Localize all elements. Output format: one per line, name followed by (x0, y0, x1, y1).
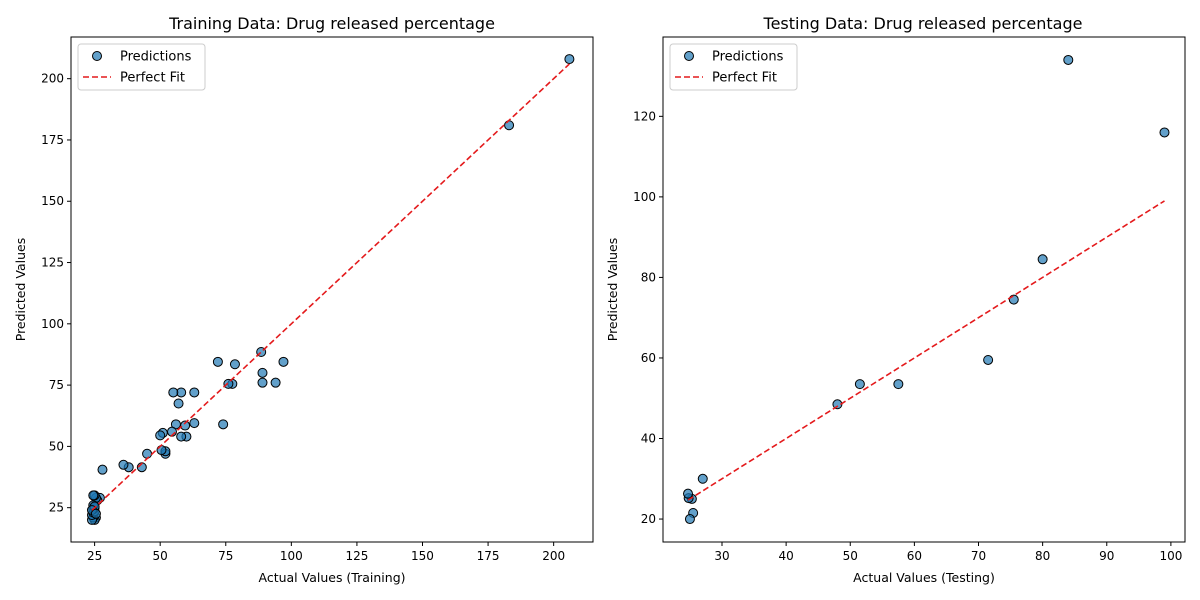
testing-x-tick-label: 100 (1159, 549, 1182, 563)
testing-legend-label: Perfect Fit (712, 71, 777, 86)
training-x-tick-label: 50 (153, 549, 168, 563)
training-legend-label: Perfect Fit (120, 71, 185, 86)
training-chart-title: Training Data: Drug released percentage (168, 14, 495, 33)
training-chart: Training Data: Drug released percentage … (13, 14, 594, 585)
training-x-label: Actual Values (Training) (258, 570, 405, 585)
training-prediction-point (97, 464, 108, 475)
training-x-tick-label: 150 (411, 549, 434, 563)
training-legend-label: Predictions (120, 50, 192, 65)
testing-chart: Testing Data: Drug released percentage 3… (605, 14, 1186, 585)
training-prediction-point (173, 398, 184, 409)
testing-legend: Predictions Perfect Fit (669, 43, 798, 91)
training-y-tick-label: 150 (41, 194, 64, 208)
testing-x-tick-label: 50 (843, 549, 858, 563)
testing-x-tick-label: 60 (907, 549, 922, 563)
training-y-tick-label: 125 (41, 256, 64, 270)
training-x-tick-label: 175 (477, 549, 500, 563)
training-y-tick-label: 200 (41, 72, 64, 86)
testing-x-tick-label: 70 (971, 549, 986, 563)
testing-x-tick-label: 80 (1035, 549, 1050, 563)
training-prediction-point (156, 445, 167, 456)
training-y-label: Predicted Values (13, 238, 28, 342)
testing-y-tick-label: 120 (633, 109, 656, 123)
testing-y-tick-label: 40 (641, 432, 656, 446)
testing-prediction-point (683, 488, 694, 499)
training-prediction-point (504, 120, 515, 131)
training-prediction-point (278, 356, 289, 367)
training-y-tick-label: 100 (41, 317, 64, 331)
training-prediction-point (270, 377, 281, 388)
training-y-tick-label: 175 (41, 133, 64, 147)
training-prediction-point (229, 359, 240, 370)
testing-y-label: Predicted Values (605, 238, 620, 342)
training-y-tick-label: 25 (49, 501, 64, 515)
testing-prediction-point (1063, 54, 1074, 65)
training-axes-frame (70, 36, 594, 543)
testing-y-tick-label: 20 (641, 512, 656, 526)
training-legend-marker-predictions (92, 51, 102, 61)
testing-x-ticks: 30 40 50 60 70 80 90 100 (714, 542, 1182, 563)
testing-prediction-point (684, 514, 695, 525)
training-y-ticks: 25 50 75 100 125 150 175 200 (41, 72, 71, 515)
testing-x-tick-label: 30 (714, 549, 729, 563)
testing-prediction-point (893, 379, 904, 390)
training-prediction-point (564, 54, 575, 65)
testing-prediction-point (697, 473, 708, 484)
training-x-tick-label: 100 (280, 549, 303, 563)
testing-axes-frame (662, 36, 1186, 543)
training-x-tick-label: 75 (218, 549, 233, 563)
training-y-tick-label: 75 (49, 378, 64, 392)
training-prediction-point (90, 508, 101, 519)
testing-prediction-point (1037, 254, 1048, 265)
training-marks (86, 54, 575, 525)
testing-prediction-point (854, 379, 865, 390)
testing-prediction-point (1008, 294, 1019, 305)
training-prediction-point (142, 448, 153, 459)
training-legend-box (77, 43, 206, 91)
training-x-ticks: 25 50 75 100 125 150 175 200 (87, 542, 565, 563)
training-prediction-point (176, 431, 187, 442)
training-x-tick-label: 125 (345, 549, 368, 563)
training-x-tick-label: 25 (87, 549, 102, 563)
testing-x-label: Actual Values (Testing) (853, 570, 995, 585)
testing-perfect-fit-line (687, 200, 1165, 501)
training-prediction-point (212, 356, 223, 367)
testing-prediction-point (983, 354, 994, 365)
training-x-tick-label: 200 (542, 549, 565, 563)
training-prediction-point (168, 387, 179, 398)
testing-prediction-point (1159, 127, 1170, 138)
testing-chart-title: Testing Data: Drug released percentage (763, 14, 1083, 33)
testing-legend-marker-predictions (684, 51, 694, 61)
training-prediction-point (257, 377, 268, 388)
testing-y-tick-label: 100 (633, 190, 656, 204)
testing-y-ticks: 20 40 60 80 100 120 (633, 109, 663, 526)
training-prediction-point (257, 367, 268, 378)
training-prediction-point (218, 419, 229, 430)
testing-marks (683, 54, 1170, 525)
training-prediction-point (189, 418, 200, 429)
training-prediction-point (88, 490, 99, 501)
training-legend: Predictions Perfect Fit (77, 43, 206, 91)
testing-legend-box (669, 43, 798, 91)
training-prediction-point (189, 387, 200, 398)
training-prediction-point (118, 459, 129, 470)
training-perfect-fit-line (91, 63, 570, 511)
testing-y-tick-label: 60 (641, 351, 656, 365)
testing-y-tick-label: 80 (641, 270, 656, 284)
testing-x-tick-label: 40 (778, 549, 793, 563)
training-prediction-point (155, 430, 166, 441)
training-y-tick-label: 50 (49, 439, 64, 453)
testing-legend-label: Predictions (712, 50, 784, 65)
testing-x-tick-label: 90 (1099, 549, 1114, 563)
